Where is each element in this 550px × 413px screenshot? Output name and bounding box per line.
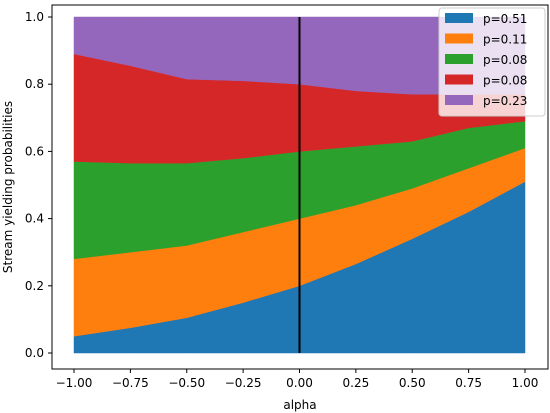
legend-swatch [445, 13, 473, 23]
x-tick-label: −0.75 [112, 376, 149, 390]
legend-swatch [445, 54, 473, 64]
x-tick-label: −1.00 [56, 376, 93, 390]
x-axis-ticks: −1.00 −0.75 −0.50 −0.25 0.00 0.25 0.50 0.75 1.00 [56, 369, 539, 390]
legend-swatch [445, 95, 473, 105]
legend-swatch [445, 33, 473, 44]
y-tick-label: 0.8 [25, 77, 44, 91]
legend-label: p=0.08 [483, 53, 527, 67]
y-axis-label: Stream yielding probabilities [1, 101, 15, 273]
x-tick-label: −0.50 [168, 376, 205, 390]
legend: p=0.51 p=0.11 p=0.08 p=0.08 p=0.23 [438, 7, 546, 117]
x-tick-label: 0.75 [455, 376, 482, 390]
x-tick-label: 0.50 [399, 376, 426, 390]
y-tick-label: 1.0 [25, 10, 44, 24]
y-tick-label: 0.0 [25, 346, 44, 360]
legend-label: p=0.11 [483, 33, 527, 47]
x-tick-label: 0.00 [286, 376, 313, 390]
legend-label: p=0.23 [483, 94, 527, 108]
y-axis-ticks: 0.0 0.2 0.4 0.6 0.8 1.0 [25, 10, 52, 360]
y-tick-label: 0.6 [25, 144, 44, 158]
y-tick-label: 0.4 [25, 212, 44, 226]
x-tick-label: 0.25 [343, 376, 370, 390]
y-tick-label: 0.2 [25, 279, 44, 293]
legend-label: p=0.51 [483, 12, 527, 26]
x-tick-label: −0.25 [225, 376, 262, 390]
legend-label: p=0.08 [483, 74, 527, 88]
x-axis-label: alpha [283, 398, 316, 412]
legend-swatch [445, 74, 473, 85]
x-tick-label: 1.00 [512, 376, 539, 390]
